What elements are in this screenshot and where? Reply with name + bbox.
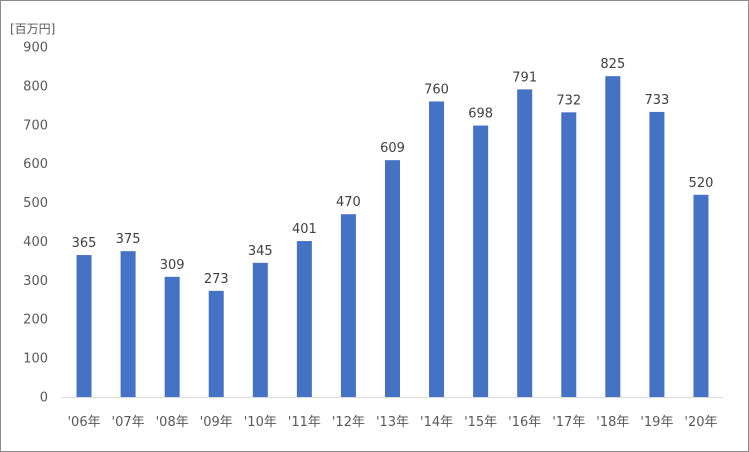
x-tick-label: '08年 (156, 415, 189, 430)
x-tick-label: '14年 (420, 415, 453, 430)
data-label: 365 (72, 236, 97, 251)
x-tick-label: '18年 (596, 415, 629, 430)
bar (429, 101, 445, 397)
y-tick-label: 400 (23, 235, 48, 250)
data-label: 698 (468, 107, 493, 122)
bar (296, 241, 312, 397)
x-tick-label: '17年 (552, 415, 585, 430)
y-tick-label: 800 (23, 79, 48, 94)
data-label: 470 (336, 195, 361, 210)
x-tick-label: '20年 (684, 415, 717, 430)
x-tick-label: '07年 (112, 415, 145, 430)
y-tick-label: 600 (23, 157, 48, 172)
bar (605, 76, 621, 398)
bar (120, 251, 136, 397)
data-label: 760 (424, 82, 449, 97)
y-tick-label: 500 (23, 196, 48, 211)
bar (693, 194, 709, 397)
x-tick-label: '11年 (288, 415, 321, 430)
y-tick-label: 0 (40, 391, 48, 406)
bar (252, 262, 268, 397)
x-tick-label: '13年 (376, 415, 409, 430)
x-tick-label: '06年 (67, 415, 100, 430)
bar (340, 214, 356, 397)
bar (164, 276, 180, 397)
x-axis-ticks: '06年 '07年 '08年 '09年 '10年 '11年 '12年 '13年 '14年 '15年… (67, 415, 717, 430)
data-label: 273 (204, 272, 229, 287)
data-label: 791 (512, 70, 537, 85)
bar (649, 111, 665, 397)
bar (517, 89, 533, 397)
data-label: 732 (556, 93, 581, 108)
y-axis-unit-label: [百万円] (10, 22, 55, 36)
x-tick-label: '15年 (464, 415, 497, 430)
x-tick-label: '19年 (640, 415, 673, 430)
x-tick-label: '12年 (332, 415, 365, 430)
y-tick-label: 200 (23, 313, 48, 328)
data-labels: 365 375 309 273 345 401 470 609 760 698 791 732 825 7… (72, 57, 714, 287)
x-tick-label: '10年 (244, 415, 277, 430)
y-tick-label: 900 (23, 41, 48, 56)
y-tick-label: 700 (23, 118, 48, 133)
data-label: 733 (644, 93, 669, 108)
data-label: 825 (600, 57, 625, 72)
data-label: 375 (116, 232, 141, 247)
bar (473, 125, 489, 398)
bar (208, 290, 224, 397)
y-tick-label: 100 (23, 352, 48, 367)
bar (385, 160, 400, 397)
bar (561, 112, 577, 397)
data-label: 520 (689, 176, 714, 191)
bars (76, 76, 709, 398)
y-tick-label: 300 (23, 274, 48, 289)
x-tick-label: '16年 (508, 415, 541, 430)
data-label: 609 (380, 141, 405, 156)
bar (76, 255, 92, 397)
data-label: 345 (248, 244, 273, 259)
data-label: 401 (292, 222, 317, 237)
data-label: 309 (160, 258, 185, 273)
x-tick-label: '09年 (200, 415, 233, 430)
y-axis-ticks: 0 100 200 300 400 500 600 700 800 900 (23, 41, 48, 406)
